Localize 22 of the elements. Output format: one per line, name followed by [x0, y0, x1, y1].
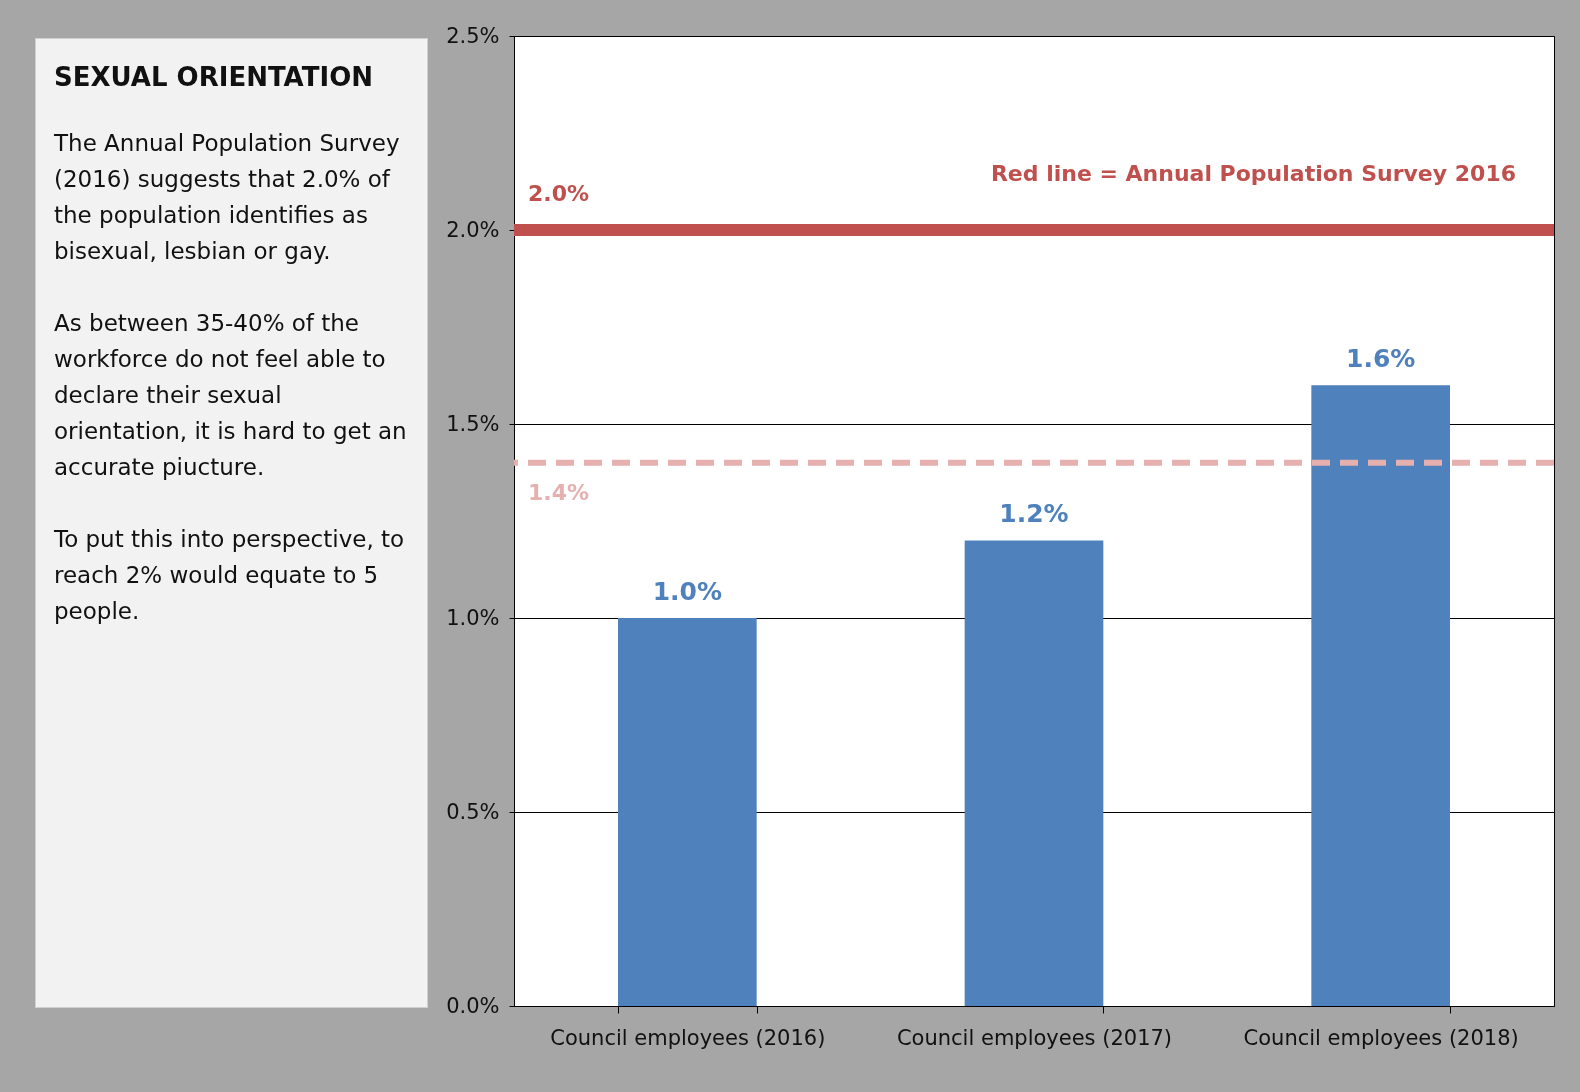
data-label: 1.2% [999, 499, 1069, 529]
x-tick-label: Council employees (2018) [1243, 1025, 1519, 1050]
data-label: 1.0% [652, 577, 723, 606]
bar [618, 618, 757, 1006]
y-tick-label: 0.0% [446, 993, 500, 1018]
data-label: 1.6% [1345, 344, 1416, 374]
text: To put this into perspective, to reach 2% would equate to 5 people. [54, 525, 406, 626]
y-tick-label: 0.5% [446, 799, 500, 824]
y-tick-label: 1.5% [446, 411, 500, 436]
ref-line-label: 1.4% [528, 479, 590, 505]
text: The Annual Population Survey (2016) suggests that 2.0% of the population identifies as bisexual, lesbian or gay. [54, 129, 401, 266]
y-tick-label: 2.0% [446, 217, 500, 242]
annotation: Red line = Annual Population Survey 2016 [990, 161, 1516, 186]
y-tick-label: 1.0% [446, 605, 500, 630]
x-tick-label: Council employees (2016) [550, 1025, 826, 1050]
bar [964, 540, 1104, 1006]
bar [1311, 385, 1450, 1006]
text: SEXUAL ORIENTATION [54, 61, 374, 94]
text: As between 35-40% of the workforce do not feel able to declare their sexual orientation, it is hard to get an accurate piucture. [54, 309, 408, 482]
ref-line-label: 2.0% [528, 181, 590, 206]
y-tick-label: 2.5% [446, 23, 500, 48]
x-tick-label: Council employees (2017) [896, 1025, 1173, 1050]
